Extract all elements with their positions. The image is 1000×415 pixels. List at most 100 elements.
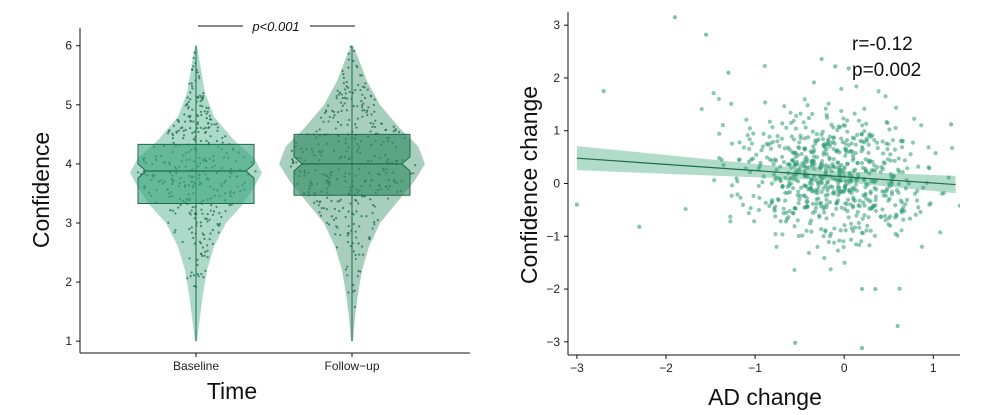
scatter-point — [780, 121, 785, 126]
scatter-point — [868, 191, 873, 196]
scatter-point — [822, 210, 827, 215]
violin-point — [334, 233, 337, 236]
violin-point — [361, 104, 364, 107]
violin-point — [338, 200, 341, 203]
scatter-point — [846, 143, 851, 148]
scatter-point — [946, 175, 951, 180]
violin-point — [355, 126, 358, 129]
violin-point — [196, 263, 199, 267]
violin-point — [199, 104, 202, 107]
scatter-point — [892, 158, 897, 163]
scatter-point — [841, 170, 846, 175]
scatter-point — [895, 323, 900, 329]
violin-point — [189, 275, 192, 278]
scatter-point — [831, 125, 836, 130]
violin-point — [193, 130, 196, 133]
scatter-point — [863, 185, 868, 190]
violin-point — [191, 131, 194, 135]
scatter-point — [790, 158, 796, 163]
scatter-point — [831, 189, 837, 194]
scatter-point — [899, 145, 905, 150]
violin-point — [209, 232, 212, 235]
scatter-point — [785, 162, 790, 167]
violin-point — [319, 116, 323, 119]
box-baseline — [137, 143, 255, 204]
violin-point — [386, 197, 390, 200]
scatter-point — [881, 160, 886, 165]
scatter-point — [827, 157, 832, 162]
scatter-point — [790, 149, 795, 155]
violin-point — [190, 82, 193, 85]
scatter-point — [825, 137, 831, 142]
scatter-point — [889, 174, 894, 179]
violin-point — [208, 218, 211, 221]
scatter-point — [769, 200, 774, 205]
violin-point — [349, 202, 352, 205]
scatter-point — [822, 144, 827, 149]
scatter-point — [777, 143, 782, 149]
scatter-point — [728, 219, 733, 224]
scatter-point — [883, 94, 888, 99]
violin-point — [201, 246, 205, 249]
scatter-point — [828, 267, 833, 272]
violin-point — [361, 109, 364, 112]
violin-point — [190, 209, 193, 212]
scatter-point — [852, 136, 857, 141]
violin-point — [369, 130, 372, 133]
scatter-point — [823, 106, 828, 111]
scatter-point — [857, 198, 862, 203]
scatter-point — [869, 134, 874, 139]
scatter-point — [771, 172, 777, 177]
violin-point — [167, 221, 170, 224]
scatter-point — [859, 160, 865, 166]
scatter-point — [797, 169, 802, 174]
violin-point — [341, 96, 344, 100]
scatter-point — [737, 140, 742, 145]
scatter-point — [812, 148, 817, 153]
violin-point — [322, 120, 325, 123]
violin-point — [193, 242, 196, 245]
scatter-point — [807, 221, 813, 226]
scatter-point — [831, 157, 836, 162]
violin-point — [206, 213, 209, 216]
scatter-point — [781, 206, 786, 211]
violin-point — [192, 236, 195, 240]
violin-point — [369, 94, 373, 97]
left-x-tick-label: Baseline — [173, 359, 219, 373]
scatter-point — [775, 139, 780, 144]
scatter-point — [867, 158, 873, 163]
violin-point — [182, 137, 185, 140]
scatter-point — [918, 209, 923, 214]
violin-point — [196, 71, 199, 74]
violin-point — [196, 96, 199, 99]
violin-point — [200, 272, 203, 276]
scatter-point — [721, 162, 726, 168]
scatter-point — [863, 168, 868, 173]
violin-point — [354, 253, 357, 257]
scatter-point — [759, 148, 764, 153]
violin-point — [414, 164, 417, 167]
violin-point — [213, 123, 216, 126]
scatter-point — [795, 162, 800, 167]
scatter-point — [919, 244, 925, 249]
scatter-point — [830, 212, 835, 217]
violin-point — [333, 114, 336, 117]
violin-plot-area — [130, 45, 425, 342]
scatter-point — [884, 141, 889, 146]
scatter-point — [773, 232, 778, 237]
scatter-point — [888, 152, 893, 157]
violin-point — [201, 105, 204, 108]
scatter-point — [776, 198, 781, 203]
scatter-point — [797, 197, 802, 202]
violin-point — [220, 215, 223, 219]
scatter-point — [902, 158, 907, 163]
violin-point — [189, 120, 192, 123]
scatter-point — [848, 237, 854, 242]
scatter-point — [843, 228, 848, 233]
left-y-tick-label: 3 — [65, 216, 72, 230]
scatter-point — [756, 183, 761, 189]
violin-point — [355, 64, 358, 67]
scatter-point — [957, 203, 960, 208]
scatter-point — [764, 141, 769, 146]
violin-point — [142, 170, 145, 173]
